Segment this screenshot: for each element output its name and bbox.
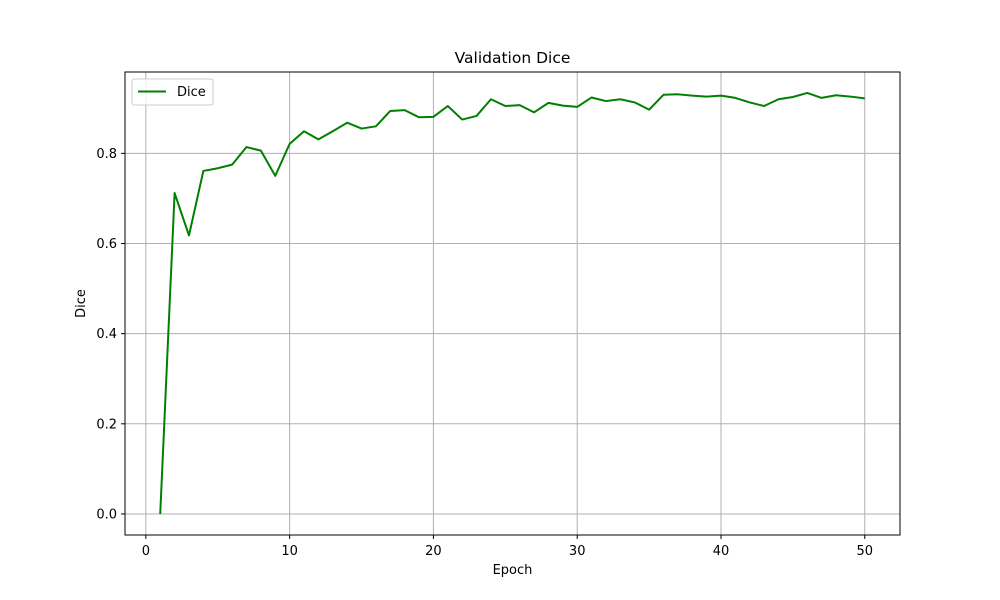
chart-title: Validation Dice xyxy=(455,49,571,67)
legend-label-dice: Dice xyxy=(177,85,206,100)
axis-ticks: 0 10 20 30 40 50 0.0 0.2 0.4 0.6 0.8 xyxy=(96,147,873,559)
legend-box xyxy=(131,78,214,106)
y-tick-label: 0.4 xyxy=(96,327,117,342)
x-tick-label: 20 xyxy=(425,544,442,559)
x-tick-label: 30 xyxy=(569,544,586,559)
y-tick-label: 0.0 xyxy=(96,507,117,522)
y-tick-label: 0.8 xyxy=(96,147,117,162)
x-tick-label: 50 xyxy=(856,544,873,559)
series-layer xyxy=(159,91,865,514)
y-axis-label: Dice xyxy=(74,289,89,318)
legend: Dice xyxy=(131,78,214,106)
y-tick-label: 0.2 xyxy=(96,417,117,432)
series-line-dice xyxy=(159,91,865,514)
y-tick-label: 0.6 xyxy=(96,237,117,252)
x-tick-label: 40 xyxy=(713,544,730,559)
x-tick-label: 0 xyxy=(142,544,150,559)
x-tick-label: 10 xyxy=(281,544,298,559)
x-axis-label: Epoch xyxy=(493,563,533,578)
grid-lines xyxy=(125,72,900,535)
plot-frame xyxy=(124,71,901,536)
